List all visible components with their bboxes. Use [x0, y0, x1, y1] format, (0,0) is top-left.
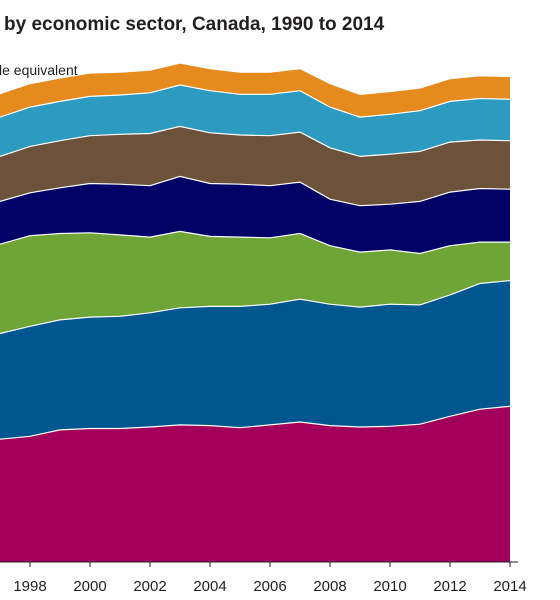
x-tick-label: 2000: [73, 578, 106, 595]
area-boundary-2: [0, 280, 511, 335]
area-series-2: [0, 280, 510, 440]
x-tick-label: 2006: [253, 578, 286, 595]
area-series-3: [0, 231, 510, 334]
area-series-1: [0, 406, 510, 562]
x-tick-label: 2008: [313, 578, 346, 595]
x-tick-label: 2004: [193, 578, 226, 595]
area-layers: [0, 63, 511, 562]
chart-title: by economic sector, Canada, 1990 to 2014: [4, 14, 385, 35]
x-axis-ticks: 1998 2000 2002 2004 2006 2008 2010 2012 2014: [13, 562, 527, 595]
area-boundary-3: [0, 230, 510, 255]
x-tick-label: 1998: [13, 578, 46, 595]
x-tick-label: 2012: [433, 578, 466, 595]
area-boundary-1: [0, 405, 511, 440]
area-boundary-5: [0, 125, 511, 158]
x-tick-label: 2014: [493, 578, 526, 595]
area-series-6: [0, 85, 510, 157]
x-tick-label: 2010: [373, 578, 406, 595]
area-series-7: [0, 63, 510, 118]
area-boundary-6: [0, 84, 511, 118]
area-series-4: [0, 176, 510, 254]
x-tick-label: 2002: [133, 578, 166, 595]
area-boundary-4: [0, 175, 511, 207]
y-axis-unit-label: le equivalent: [0, 62, 78, 78]
area-series-5: [0, 126, 510, 206]
